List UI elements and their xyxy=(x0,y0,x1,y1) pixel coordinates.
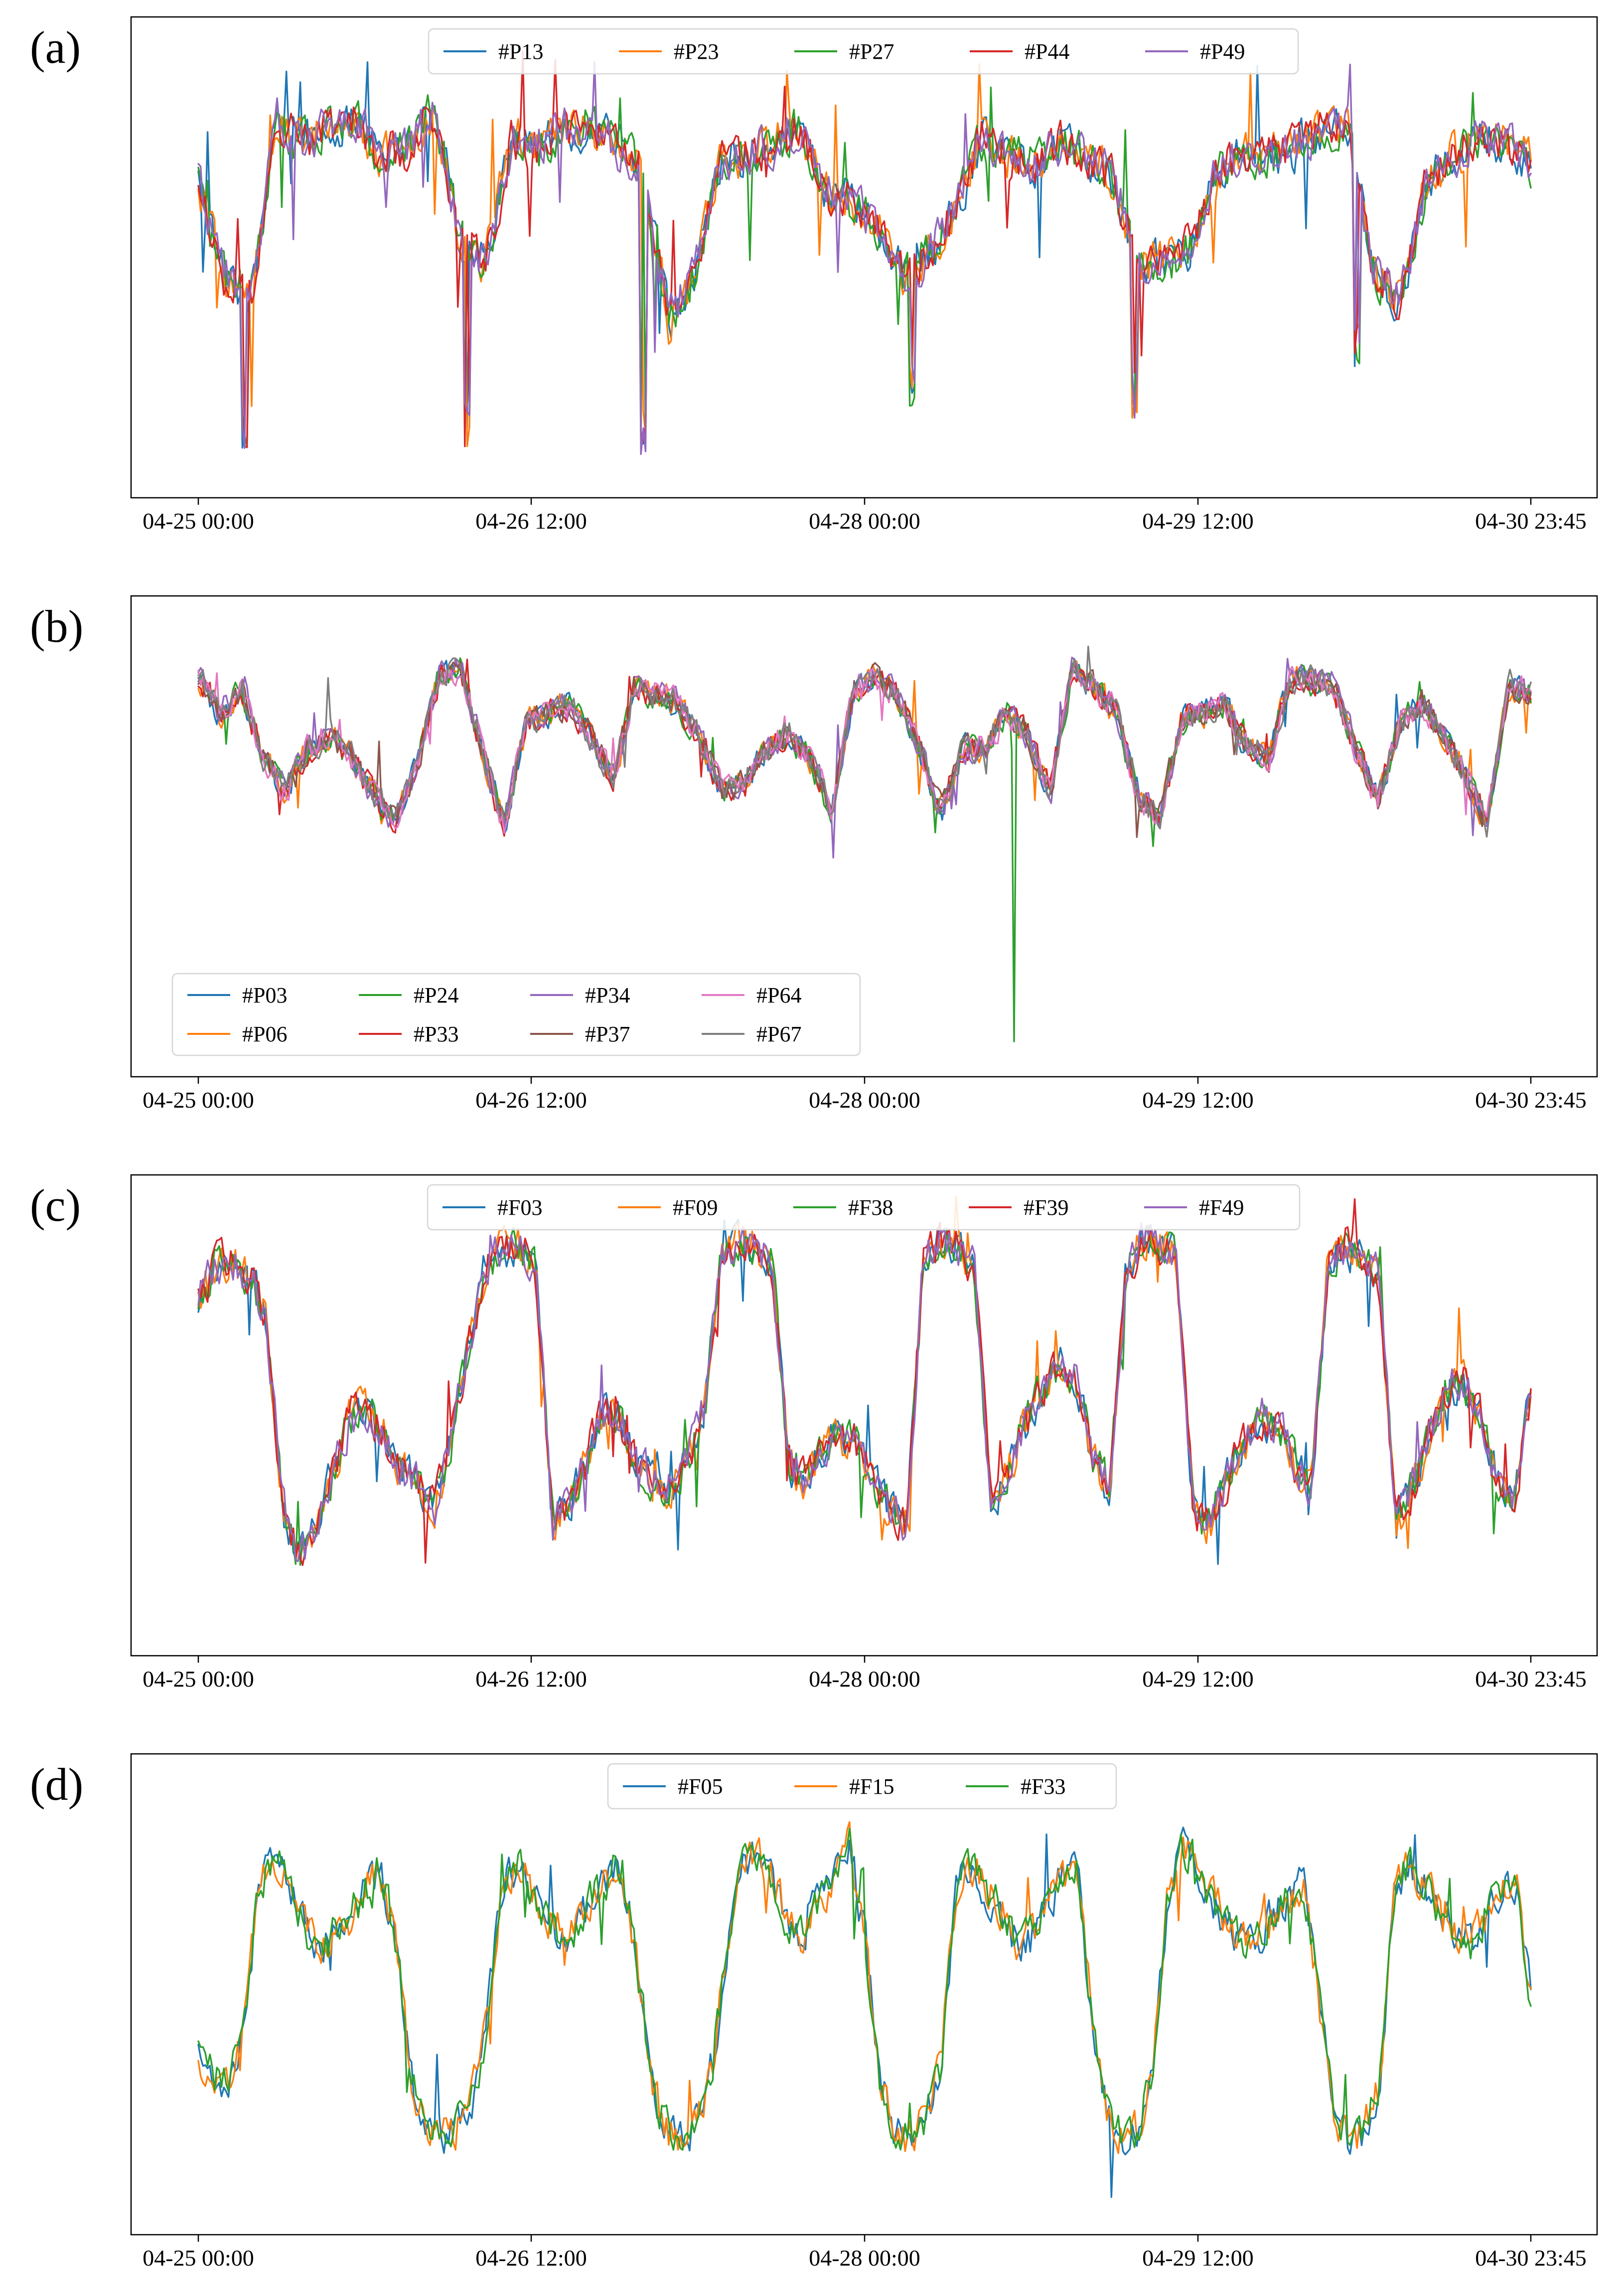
series-line-p67 xyxy=(197,645,1532,838)
x-tick-label: 04-29 12:00 xyxy=(1142,1087,1254,1113)
panel-1: (a) 04-25 00:00 04-26 12:00 04-28 00:00 04-2… xyxy=(30,16,1598,534)
legend-entry-p49: #P49 xyxy=(1200,39,1245,64)
legend-entry-f49: #F49 xyxy=(1199,1195,1244,1220)
legend-entry-p67: #P67 xyxy=(756,1022,801,1046)
legend-entry-p24: #P24 xyxy=(414,983,458,1007)
plot-area xyxy=(197,1196,1532,1567)
x-tick-label: 04-28 00:00 xyxy=(809,1087,920,1113)
legend-entry-p23: #P23 xyxy=(674,39,719,64)
x-tick-label: 04-28 00:00 xyxy=(809,508,920,534)
legend-entry-p44: #P44 xyxy=(1025,39,1069,64)
series-line-p23 xyxy=(197,63,1532,447)
x-tick-label: 04-30 23:45 xyxy=(1475,2245,1587,2271)
legend-entry-f05: #F05 xyxy=(678,1774,723,1799)
series-line-p44 xyxy=(197,50,1532,448)
legend-entry-p34: #P34 xyxy=(585,983,630,1007)
series-line-f33 xyxy=(197,1828,1532,2151)
series-line-p49 xyxy=(197,61,1532,455)
legend-entry-p37: #P37 xyxy=(585,1022,630,1046)
x-tick-label: 04-26 12:00 xyxy=(475,508,587,534)
x-tick-label: 04-29 12:00 xyxy=(1142,508,1254,534)
legend-entry-p03: #P03 xyxy=(242,983,287,1007)
legend-entry-f39: #F39 xyxy=(1024,1195,1068,1220)
legend: #P03 #P06 #P24 #P33 #P34 #P37 #P64 #P67 xyxy=(171,973,861,1056)
series-line-f49 xyxy=(197,1222,1532,1563)
x-tick-label: 04-26 12:00 xyxy=(475,2245,587,2271)
axes-frame xyxy=(130,1753,1598,2236)
x-tick-label: 04-25 00:00 xyxy=(143,508,254,534)
series-line-p13 xyxy=(197,61,1532,449)
panel-label: (a) xyxy=(30,22,81,73)
legend-box xyxy=(607,1763,1117,1810)
legend-box xyxy=(428,28,1299,75)
panel-4: (d) 04-25 00:00 04-26 12:00 04-28 00:00 04-2… xyxy=(30,1753,1598,2271)
panel-label: (d) xyxy=(30,1759,83,1810)
legend-entry-p13: #P13 xyxy=(498,39,543,64)
legend-box xyxy=(171,973,861,1056)
legend-entry-p27: #P27 xyxy=(849,39,894,64)
legend-entry-f38: #F38 xyxy=(848,1195,893,1220)
panel-2: (b) 04-25 00:00 04-26 12:00 04-28 00:00 04-2… xyxy=(30,595,1598,1113)
x-tick-label: 04-28 00:00 xyxy=(809,2245,920,2271)
x-tick-label: 04-29 12:00 xyxy=(1142,2245,1254,2271)
legend-entry-p64: #P64 xyxy=(756,983,801,1007)
legend: #F05 #F15 #F33 xyxy=(607,1763,1117,1810)
legend-entry-f09: #F09 xyxy=(673,1195,718,1220)
legend-entry-f03: #F03 xyxy=(497,1195,542,1220)
series-line-f15 xyxy=(197,1821,1532,2154)
legend-entry-f33: #F33 xyxy=(1021,1774,1065,1799)
legend-box xyxy=(427,1184,1301,1231)
plot-area xyxy=(197,1821,1532,2198)
series-line-f09 xyxy=(197,1196,1532,1563)
x-tick-label: 04-26 12:00 xyxy=(475,1087,587,1113)
x-tick-label: 04-25 00:00 xyxy=(143,1087,254,1113)
x-tick-label: 04-28 00:00 xyxy=(809,1666,920,1692)
x-tick-label: 04-26 12:00 xyxy=(475,1666,587,1692)
plot-area xyxy=(197,645,1532,1042)
panel-label: (b) xyxy=(30,601,83,652)
x-tick-label: 04-30 23:45 xyxy=(1475,1087,1587,1113)
panel-label: (c) xyxy=(30,1180,81,1231)
legend-entry-p06: #P06 xyxy=(242,1022,287,1046)
legend: #P13 #P23 #P27 #P44 #P49 xyxy=(428,28,1299,75)
x-tick-label: 04-25 00:00 xyxy=(143,2245,254,2271)
legend-entry-f15: #F15 xyxy=(849,1774,894,1799)
x-tick-label: 04-30 23:45 xyxy=(1475,508,1587,534)
legend: #F03 #F09 #F38 #F39 #F49 xyxy=(427,1184,1301,1231)
series-line-f38 xyxy=(197,1224,1532,1566)
panel-3: (c) 04-25 00:00 04-26 12:00 04-28 00:00 04-2… xyxy=(30,1174,1598,1692)
series-line-f03 xyxy=(197,1218,1532,1565)
plot-area xyxy=(197,50,1532,455)
legend-entry-p33: #P33 xyxy=(414,1022,458,1046)
x-tick-label: 04-30 23:45 xyxy=(1475,1666,1587,1692)
x-tick-label: 04-29 12:00 xyxy=(1142,1666,1254,1692)
x-tick-label: 04-25 00:00 xyxy=(143,1666,254,1692)
